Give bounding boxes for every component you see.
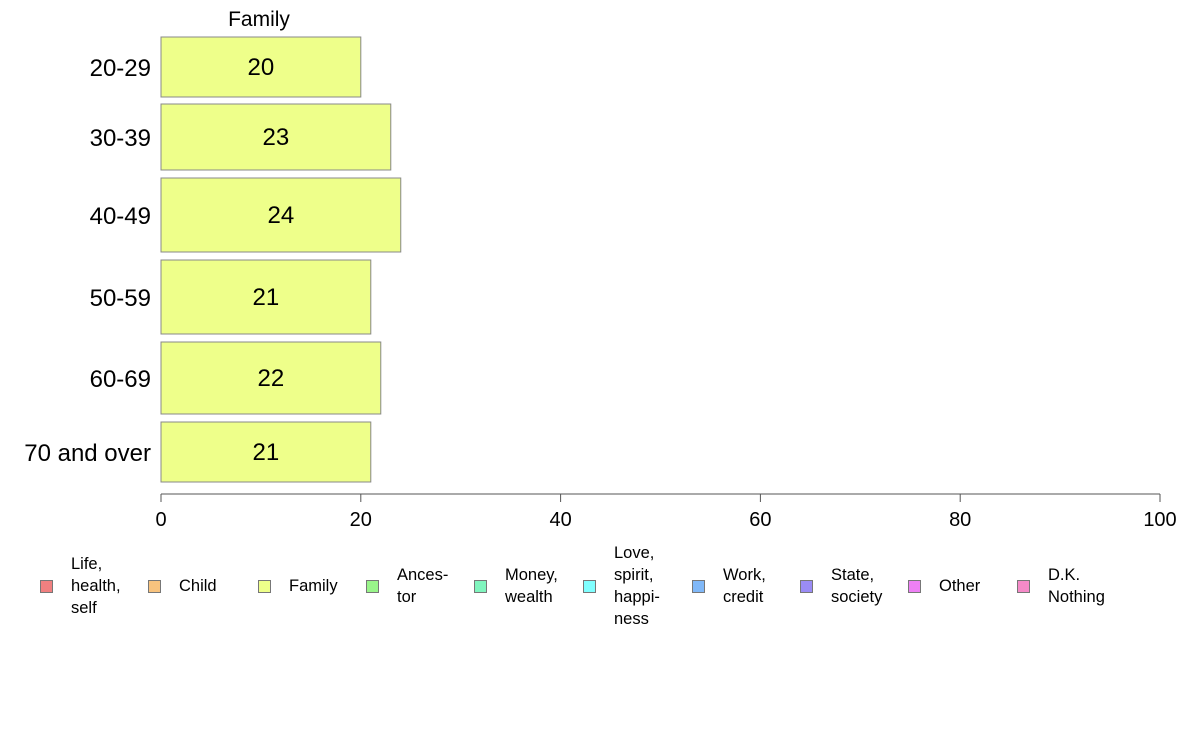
legend-item: Child [148, 540, 217, 632]
bars-layer: 20 23 24 21 22 21 [160, 36, 402, 483]
legend-swatch [692, 579, 705, 593]
x-tick-label: 20 [350, 509, 372, 531]
legend-swatch [583, 579, 596, 593]
legend-label: Ances- tor [397, 566, 449, 606]
legend-label: Life, health, self [71, 555, 121, 617]
bar-value-label: 20 [248, 54, 275, 81]
bar-60-69 [160, 341, 382, 415]
legend-item: Love, spirit, happi- ness [583, 540, 660, 632]
bar-40-49 [160, 177, 402, 253]
bar-value-label: 23 [263, 124, 290, 151]
bar-value-label: 24 [268, 202, 295, 229]
y-tick-label: 60-69 [90, 366, 151, 393]
x-tick-label: 80 [949, 509, 971, 531]
legend-item: Money, wealth [474, 540, 558, 632]
legend-swatch [908, 579, 921, 593]
y-tick-label: 70 and over [24, 440, 151, 467]
bar-20-29 [160, 36, 362, 98]
x-tick-label: 100 [1143, 509, 1176, 531]
x-tick-label: 40 [549, 509, 571, 531]
legend-label: Other [939, 577, 981, 595]
legend-item: State, society [800, 540, 882, 632]
legend-item: Other [908, 540, 980, 632]
bar-chart: Family 20 23 24 21 22 21 20-29 30-39 40-49 50-59… [24, 8, 1176, 531]
bar-value-label: 22 [258, 365, 285, 392]
bar-50-59 [160, 259, 372, 335]
y-tick-label: 30-39 [90, 125, 151, 152]
x-axis: 20-29 30-39 40-49 50-59 60-69 70 and over 0 20 4… [24, 55, 1176, 531]
legend-swatch [40, 579, 53, 593]
legend-swatch [1017, 579, 1030, 593]
legend-swatch [148, 579, 161, 593]
legend-item: Life, health, self [40, 540, 121, 632]
bar-value-label: 21 [253, 284, 280, 311]
legend-label: State, society [831, 566, 883, 606]
legend-item: Family [258, 540, 338, 632]
legend-label: Family [289, 577, 338, 595]
panel-title: Family [228, 8, 290, 31]
legend-label: Child [179, 577, 217, 595]
legend-swatch [258, 579, 271, 593]
legend-item: Work, credit [692, 540, 766, 632]
bar-30-39 [160, 103, 392, 171]
y-tick-label: 20-29 [90, 55, 151, 82]
x-tick-label: 60 [749, 509, 771, 531]
y-tick-label: 50-59 [90, 285, 151, 312]
legend: Life, health, self Child Family Ances- tor M… [0, 540, 1188, 640]
legend-item: D.K. Nothing [1017, 540, 1105, 632]
legend-label: Love, spirit, happi- ness [614, 544, 660, 628]
bar-value-label: 21 [253, 439, 280, 466]
y-tick-label: 40-49 [90, 203, 151, 230]
legend-swatch [800, 579, 813, 593]
legend-label: Money, wealth [505, 566, 558, 606]
legend-label: Work, credit [723, 566, 766, 606]
legend-swatch [474, 579, 487, 593]
legend-label: D.K. Nothing [1048, 566, 1105, 606]
x-tick-label: 0 [155, 509, 166, 531]
legend-swatch [366, 579, 379, 593]
legend-item: Ances- tor [366, 540, 448, 632]
bar-70-and-over [160, 421, 372, 483]
